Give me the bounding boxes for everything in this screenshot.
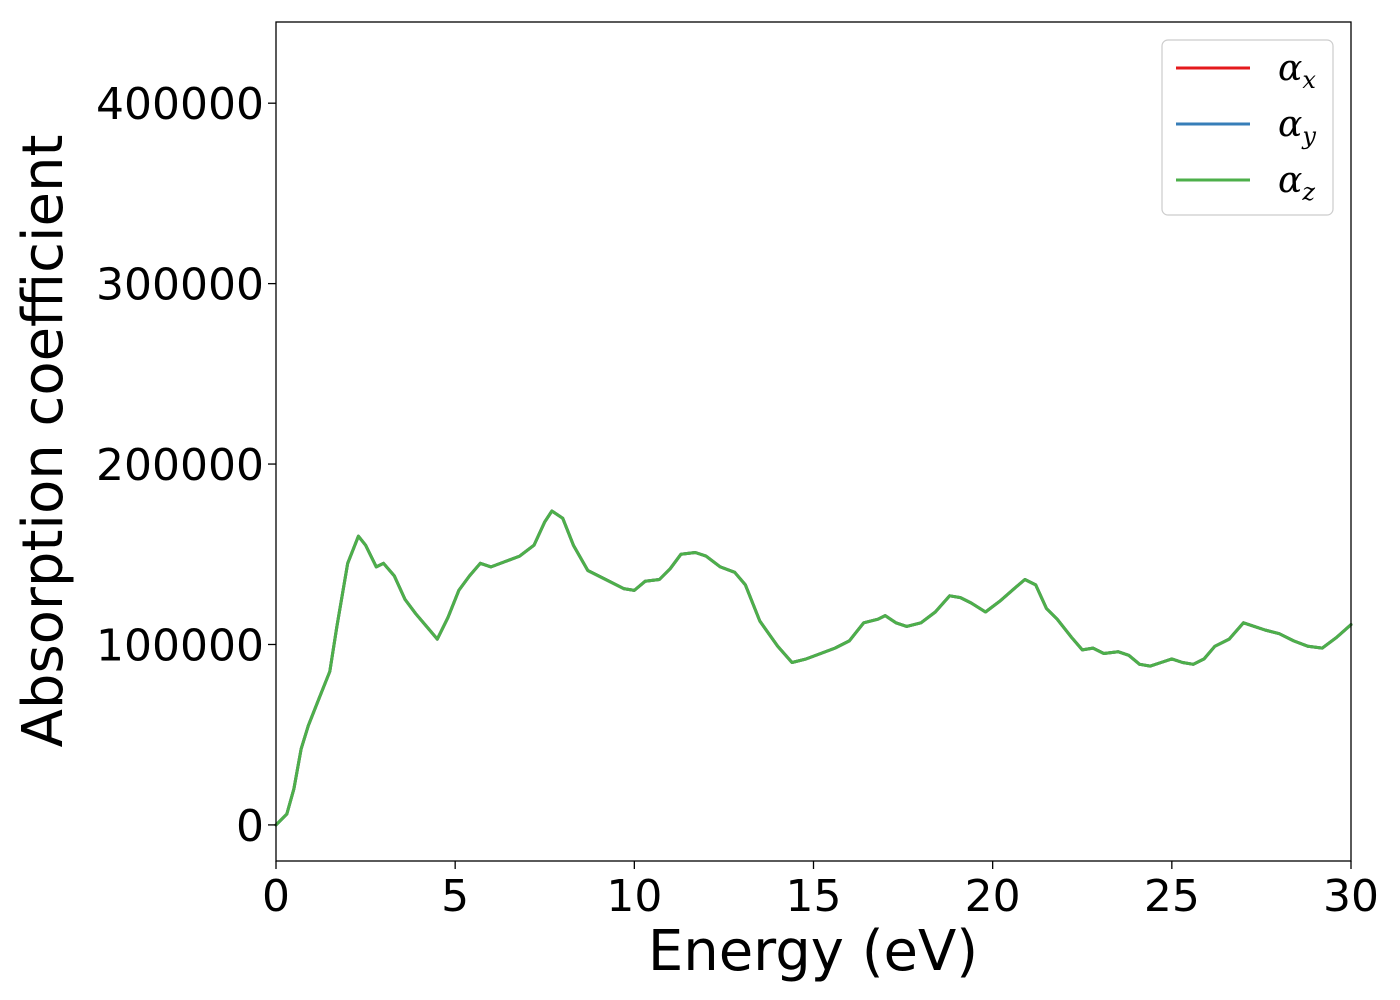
legend-label-y: αy: [1278, 104, 1316, 150]
legend: αx αy αz: [1161, 39, 1334, 216]
y-tick-label: 400000: [96, 79, 264, 130]
y-tick-label: 300000: [96, 260, 264, 311]
x-tick-label: 10: [606, 871, 662, 922]
x-axis: 0 5 10 15 20 25 30: [262, 861, 1379, 922]
series-line-z: [274, 509, 1353, 827]
y-tick-label: 0: [236, 801, 264, 852]
x-tick-label: 25: [1144, 871, 1200, 922]
x-axis-title: Energy (eV): [648, 919, 978, 984]
x-tick-label: 30: [1323, 871, 1379, 922]
x-tick-label: 5: [441, 871, 469, 922]
legend-label-x: αx: [1278, 48, 1316, 94]
x-tick-label: 0: [262, 871, 290, 922]
y-tick-label: 100000: [96, 620, 264, 671]
x-tick-label: 20: [965, 871, 1021, 922]
y-tick-label: 200000: [96, 440, 264, 491]
x-tick-label: 15: [786, 871, 842, 922]
y-axis-title: Absorption coefficient: [11, 135, 76, 748]
legend-label-z: αz: [1278, 160, 1315, 206]
series-layer: [274, 509, 1353, 827]
legend-box: [1161, 39, 1334, 216]
y-axis: 0 100000 200000 300000 400000: [96, 79, 276, 852]
